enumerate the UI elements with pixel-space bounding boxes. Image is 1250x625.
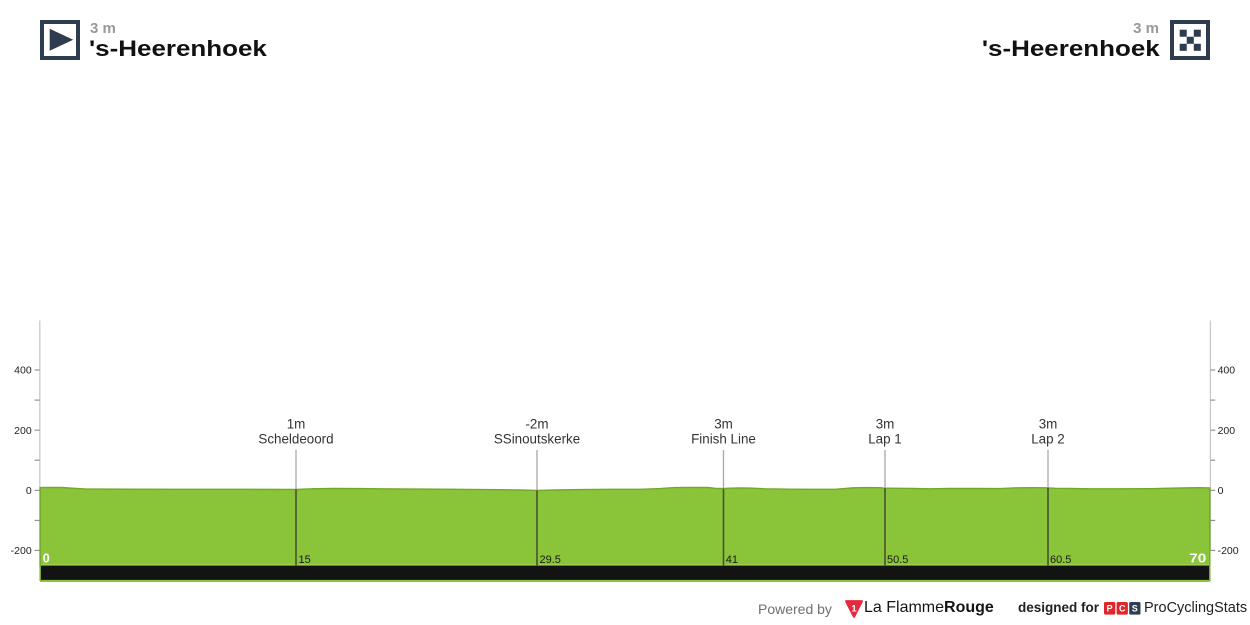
svg-text:-2m: -2m (525, 416, 548, 431)
svg-text:0: 0 (43, 552, 50, 566)
svg-text:200: 200 (14, 425, 32, 437)
svg-text:Scheldeoord: Scheldeoord (258, 431, 333, 446)
svg-text:-200: -200 (1218, 545, 1239, 557)
svg-text:60.5: 60.5 (1050, 554, 1071, 566)
svg-text:400: 400 (14, 365, 32, 377)
svg-text:C: C (1119, 603, 1126, 613)
svg-text:15: 15 (299, 554, 311, 566)
svg-text:3m: 3m (714, 416, 733, 431)
svg-text:70: 70 (1189, 552, 1206, 566)
svg-text:Lap 2: Lap 2 (1031, 431, 1065, 446)
svg-text:29.5: 29.5 (540, 554, 561, 566)
svg-text:50.5: 50.5 (887, 554, 908, 566)
svg-text:1m: 1m (287, 416, 306, 431)
svg-text:0: 0 (1218, 485, 1224, 497)
svg-text:0: 0 (26, 485, 32, 497)
svg-text:3m: 3m (876, 416, 895, 431)
svg-text:-200: -200 (11, 545, 32, 557)
svg-text:200: 200 (1218, 425, 1236, 437)
svg-text:SSinoutskerke: SSinoutskerke (494, 431, 580, 446)
svg-text:400: 400 (1218, 365, 1236, 377)
svg-text:3m: 3m (1039, 416, 1058, 431)
svg-text:S: S (1132, 603, 1138, 613)
svg-text:41: 41 (726, 554, 738, 566)
svg-text:1: 1 (851, 603, 857, 614)
svg-text:P: P (1107, 603, 1113, 613)
svg-text:Lap 1: Lap 1 (868, 431, 902, 446)
svg-text:Finish Line: Finish Line (691, 431, 756, 446)
